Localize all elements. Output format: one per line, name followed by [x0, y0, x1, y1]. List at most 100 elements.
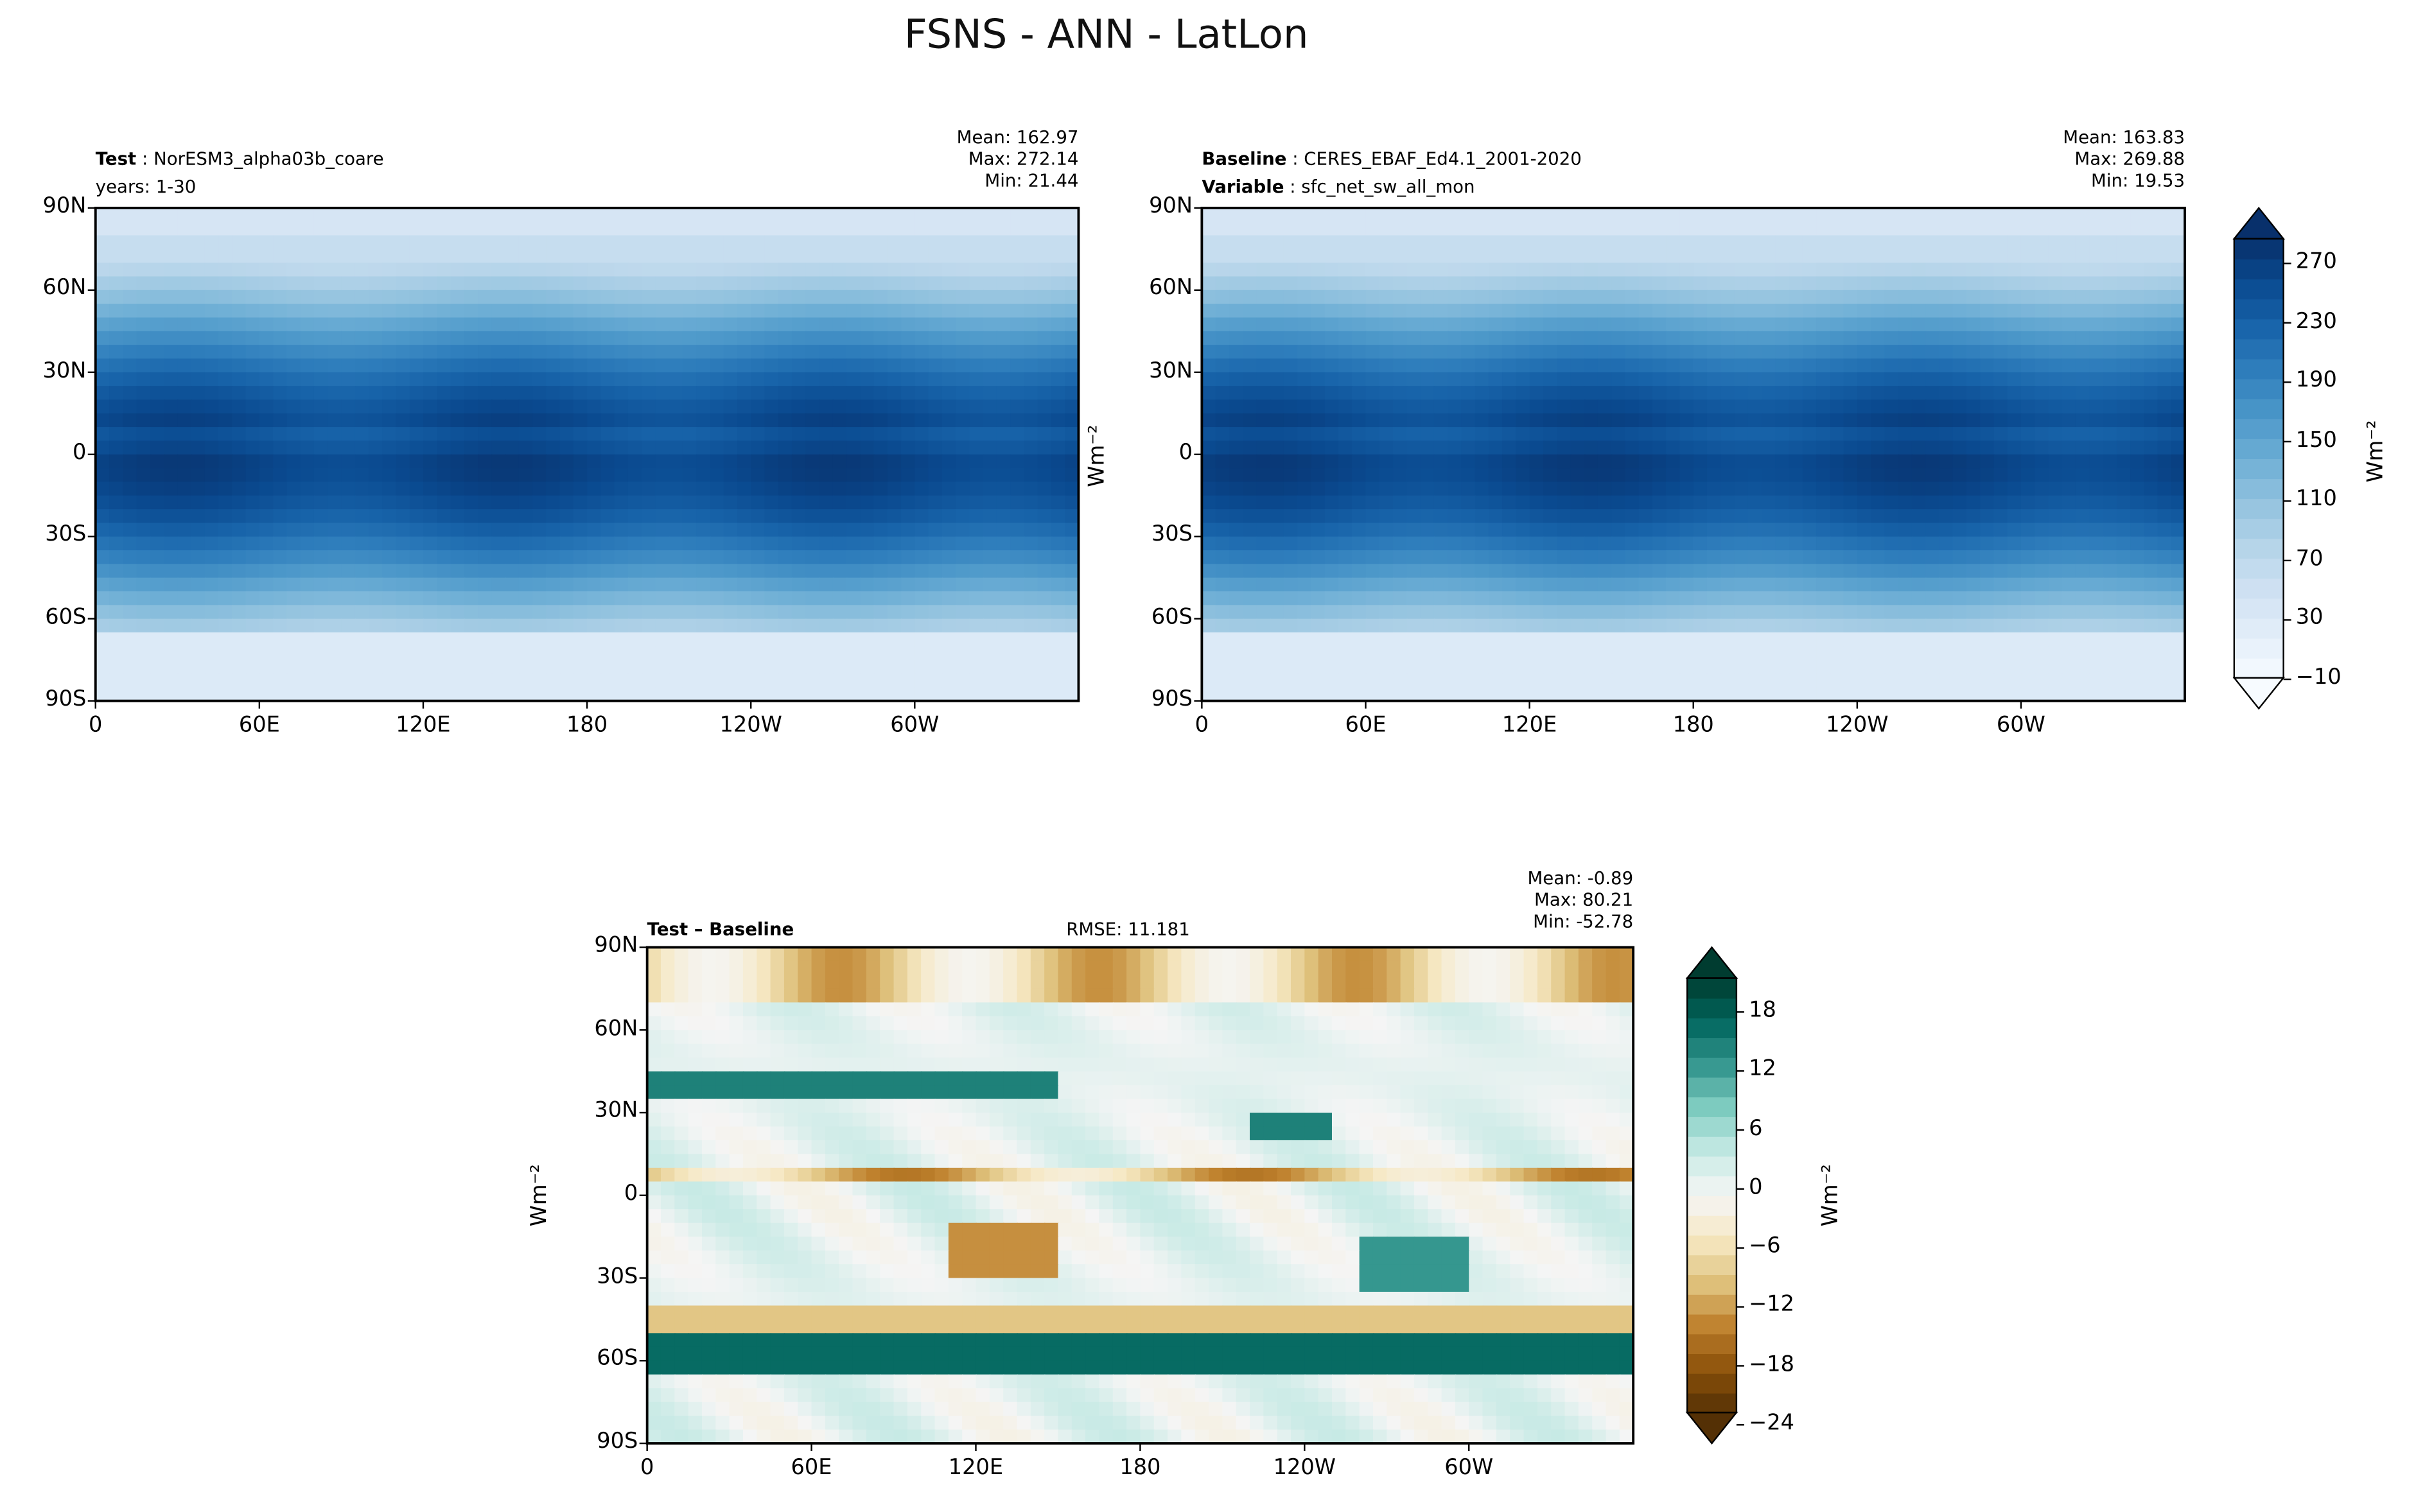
map-cell [1775, 304, 1790, 318]
map-cell [218, 523, 233, 538]
map-cell [150, 276, 165, 291]
map-cell [273, 331, 288, 346]
map-cell [2130, 358, 2145, 374]
map-cell [1939, 317, 1954, 333]
map-cell [1243, 222, 1257, 236]
map-cell [1379, 577, 1394, 593]
map-cell [341, 495, 356, 510]
map-cell [969, 468, 985, 483]
map-cell [1911, 317, 1927, 333]
map-cell [1570, 605, 1586, 620]
map-cell [1952, 207, 1968, 223]
map-cell [259, 358, 274, 374]
map-cell [2061, 290, 2077, 305]
map-cell [1338, 399, 1353, 415]
map-cell [409, 427, 425, 442]
map-cell [1202, 235, 1217, 250]
map-cell [150, 372, 165, 387]
map-cell [1529, 536, 1545, 552]
map-cell [655, 358, 670, 374]
map-cell [1857, 591, 1872, 606]
map-cell [1857, 550, 1872, 565]
map-cell [1747, 440, 1763, 456]
map-cell [1720, 317, 1735, 333]
map-cell [109, 468, 124, 483]
map-cell [587, 290, 602, 305]
map-cell [1311, 263, 1326, 277]
map-cell [710, 413, 725, 428]
map-cell [1297, 632, 1312, 647]
map-cell [437, 687, 451, 702]
map-cell [150, 536, 165, 552]
map-cell [286, 235, 302, 250]
map-cell [1529, 235, 1545, 250]
map-cell [1352, 304, 1367, 318]
map-cell [1365, 304, 1381, 318]
map-cell [2075, 482, 2090, 497]
map-cell [409, 263, 425, 277]
map-cell [177, 399, 193, 415]
map-cell [1283, 317, 1299, 333]
map-cell [832, 482, 848, 497]
map-cell [915, 345, 930, 360]
map-cell [669, 646, 684, 661]
map-cell [1311, 550, 1326, 565]
map-cell [1516, 235, 1531, 250]
map-cell [1297, 399, 1312, 415]
map-cell [2130, 427, 2145, 442]
map-cell [1693, 290, 1708, 305]
map-cell [1338, 591, 1353, 606]
map-cell [109, 207, 124, 223]
map-cell [1379, 591, 1394, 606]
map-cell [983, 482, 998, 497]
map-cell [928, 646, 943, 661]
map-cell [1652, 248, 1667, 264]
map-cell [873, 536, 889, 552]
map-cell [928, 386, 943, 401]
map-cell [941, 427, 957, 442]
map-cell [1529, 632, 1545, 647]
map-cell [669, 605, 684, 620]
map-cell [1747, 235, 1763, 250]
map-cell [177, 440, 193, 456]
map-cell [2089, 304, 2104, 318]
map-cell [1679, 304, 1695, 318]
map-cell [1324, 468, 1340, 483]
map-cell [396, 331, 411, 346]
map-cell [368, 413, 383, 428]
map-cell [996, 427, 1011, 442]
map-cell [928, 399, 943, 415]
map-cell [873, 207, 889, 223]
map-cell [915, 358, 930, 374]
map-cell [150, 509, 165, 524]
map-cell [2103, 276, 2118, 291]
map-cell [150, 454, 165, 469]
map-cell [1570, 399, 1586, 415]
map-cell [642, 399, 656, 415]
map-cell [464, 235, 479, 250]
map-cell [751, 454, 766, 469]
map-cell [1352, 591, 1367, 606]
map-cell [1925, 591, 1940, 606]
map-cell [1966, 427, 1981, 442]
map-cell [1065, 207, 1080, 223]
map-cell [150, 222, 165, 236]
map-cell [1393, 222, 1408, 236]
map-cell [2020, 495, 2036, 510]
map-cell [969, 248, 985, 264]
map-cell [423, 317, 438, 333]
map-cell [559, 495, 575, 510]
map-cell [532, 413, 547, 428]
map-cell [546, 495, 561, 510]
map-cell [1502, 454, 1517, 469]
map-cell [2007, 564, 2022, 579]
map-cell [1789, 427, 1804, 442]
map-cell [1652, 413, 1667, 428]
map-cell [1693, 564, 1708, 579]
map-cell [901, 509, 916, 524]
map-cell [109, 276, 124, 291]
map-cell [1693, 605, 1708, 620]
map-cell [723, 248, 739, 264]
map-cell [1297, 646, 1312, 661]
map-cell [710, 235, 725, 250]
